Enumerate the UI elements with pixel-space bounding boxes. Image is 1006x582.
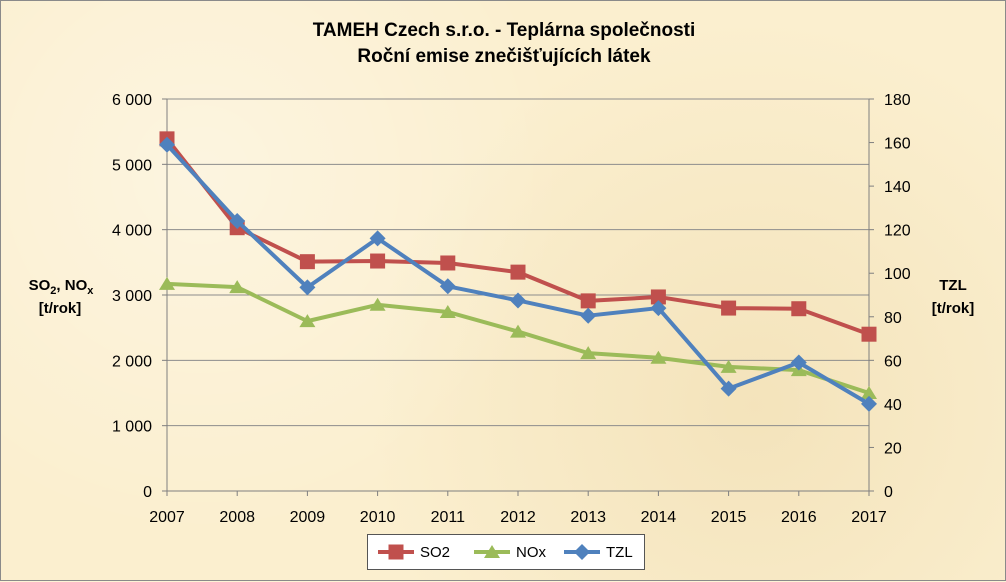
data-point-tzl — [369, 230, 386, 247]
y-left-tick-label: 4 000 — [112, 223, 152, 240]
data-point-tzl — [861, 395, 877, 412]
y-axis-left-title-line1: SO2, NOx — [29, 277, 95, 297]
y-right-tick-label: 20 — [884, 440, 902, 457]
x-tick-label: 2007 — [149, 509, 185, 526]
legend-swatch-marker — [574, 544, 590, 560]
y-right-tick-label: 40 — [884, 397, 902, 414]
y-right-tick-label: 120 — [884, 223, 911, 240]
data-point-so2 — [299, 254, 315, 270]
data-point-tzl — [650, 300, 667, 317]
data-point-nox — [861, 386, 877, 399]
x-tick-label: 2008 — [219, 509, 255, 526]
series-so2 — [159, 131, 877, 342]
x-tick-label: 2016 — [781, 509, 817, 526]
data-point-nox — [229, 280, 246, 294]
y-axis-right-title-line2: [t/rok] — [932, 300, 975, 317]
x-tick-label: 2009 — [290, 509, 326, 526]
data-point-so2 — [721, 300, 737, 316]
data-point-nox — [650, 350, 667, 364]
series-layer — [159, 131, 877, 412]
y-right-tick-label: 80 — [884, 310, 902, 327]
data-point-tzl — [229, 212, 246, 229]
series-tzl — [159, 136, 877, 412]
x-tick-label: 2017 — [851, 509, 887, 526]
legend-item-nox: NOx — [474, 544, 547, 561]
chart-title-line2: Roční emise znečišťujících látek — [357, 46, 651, 67]
data-point-tzl — [720, 380, 737, 397]
data-point-nox — [159, 276, 175, 290]
y-right-tick-label: 180 — [884, 92, 911, 109]
x-tick-label: 2013 — [570, 509, 606, 526]
y-left-tick-label: 5 000 — [112, 157, 152, 174]
chart-title: TAMEH Czech s.r.o. - Teplárna společnost… — [1, 18, 1006, 70]
data-point-so2 — [440, 255, 456, 271]
legend-item-so2: SO2 — [378, 544, 450, 561]
data-point-tzl — [510, 292, 526, 309]
legend-item-tzl: TZL — [564, 544, 633, 561]
x-axis-ticks: 2007 2008 2009 2010 2011 2012 2013 2014 2015 2016… — [149, 491, 887, 526]
data-point-nox — [299, 314, 316, 328]
x-tick-label: 2012 — [500, 509, 536, 526]
data-point-tzl — [299, 279, 316, 296]
data-point-nox — [510, 324, 526, 338]
legend-label: SO2 — [420, 544, 450, 561]
y-left-tick-label: 2 000 — [112, 353, 152, 370]
data-point-nox — [439, 304, 456, 318]
y-right-tick-label: 140 — [884, 179, 911, 196]
data-point-tzl — [159, 136, 175, 153]
data-point-so2 — [510, 264, 526, 280]
y-axis-right-ticks: 0 20 40 60 80 100 120 140 160 180 — [869, 92, 911, 501]
data-point-nox — [369, 297, 386, 311]
y-right-tick-label: 60 — [884, 353, 902, 370]
data-point-tzl — [439, 278, 456, 295]
y-right-tick-label: 100 — [884, 266, 911, 283]
data-point-nox — [720, 359, 737, 373]
gridlines — [167, 98, 869, 427]
x-tick-label: 2010 — [360, 509, 396, 526]
y-left-tick-label: 0 — [143, 484, 152, 501]
data-point-nox — [580, 346, 597, 360]
y-right-tick-label: 0 — [884, 484, 893, 501]
chart-title-line1: TAMEH Czech s.r.o. - Teplárna společnost… — [312, 20, 696, 41]
y-left-tick-label: 6 000 — [112, 92, 152, 109]
y-left-tick-label: 3 000 — [112, 288, 152, 305]
legend: SO2 NOx TZL — [367, 534, 645, 570]
y-left-tick-label: 1 000 — [112, 419, 152, 436]
legend-label: NOx — [516, 544, 547, 561]
x-tick-label: 2011 — [431, 509, 466, 526]
y-axis-right-title-line1: TZL — [939, 277, 967, 294]
legend-swatch-marker — [388, 544, 404, 560]
data-point-tzl — [790, 354, 807, 371]
data-point-so2 — [370, 253, 386, 269]
data-point-so2 — [861, 326, 877, 342]
legend-label: TZL — [606, 544, 633, 561]
x-tick-label: 2014 — [641, 509, 677, 526]
y-axis-left-title-line2: [t/rok] — [39, 300, 82, 317]
y-axis-left-ticks: 0 1 000 2 000 3 000 4 000 5 000 6 000 — [112, 92, 167, 501]
legend-swatch-marker — [484, 545, 500, 558]
x-tick-label: 2015 — [711, 509, 747, 526]
y-right-tick-label: 160 — [884, 136, 911, 153]
data-point-so2 — [791, 301, 807, 317]
data-point-so2 — [580, 293, 596, 309]
data-point-tzl — [580, 307, 597, 324]
